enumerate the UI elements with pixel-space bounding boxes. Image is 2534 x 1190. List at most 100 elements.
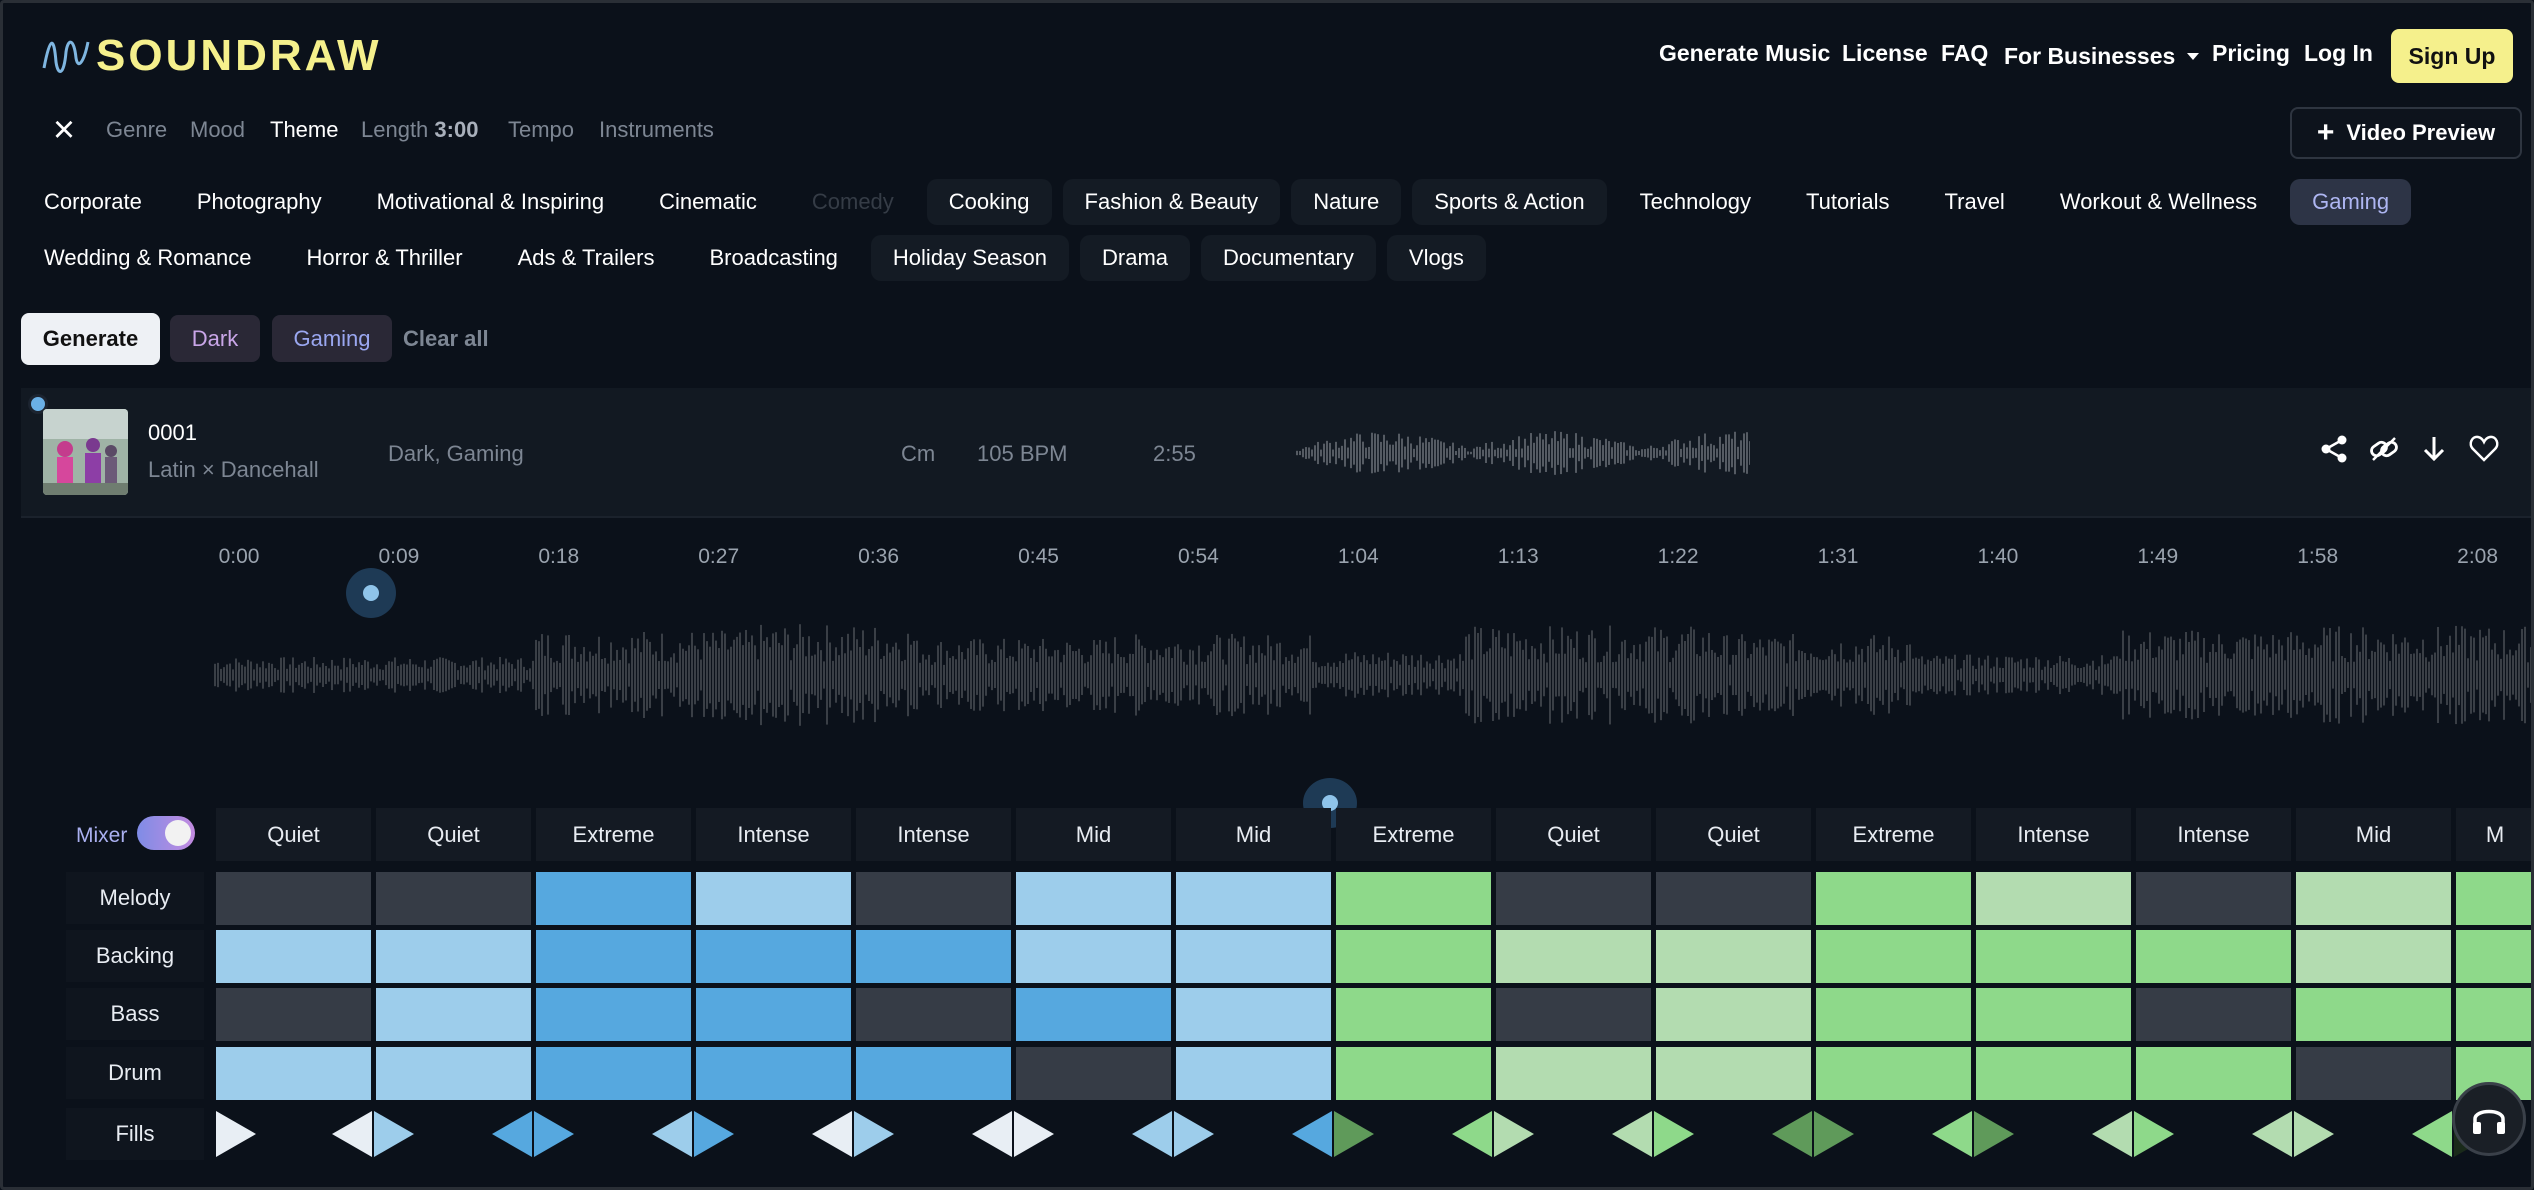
link-off-icon[interactable] <box>2368 433 2400 465</box>
mixer-cell-bass[interactable] <box>2456 988 2534 1041</box>
mixer-cell-backing[interactable] <box>536 930 691 983</box>
theme-chip-tutorials[interactable]: Tutorials <box>1805 189 1890 214</box>
mixer-toggle[interactable] <box>137 816 195 850</box>
mixer-cell-melody[interactable] <box>536 872 691 925</box>
video-preview-button[interactable]: + Video Preview <box>2290 107 2522 159</box>
nav-for-businesses[interactable]: For Businesses <box>2004 40 2201 72</box>
mixer-cell-melody[interactable] <box>2456 872 2534 925</box>
mixer-section-label[interactable]: Quiet <box>376 808 531 861</box>
fill-marker-left[interactable] <box>1452 1111 1492 1157</box>
sign-up-button[interactable]: Sign Up <box>2391 29 2513 83</box>
mixer-section-label[interactable]: Extreme <box>536 808 691 861</box>
mixer-section-label[interactable]: M <box>2456 808 2534 861</box>
theme-chip-fashion-beauty[interactable]: Fashion & Beauty <box>1062 179 1281 225</box>
fill-marker-left[interactable] <box>2252 1111 2292 1157</box>
fill-marker-left[interactable] <box>1132 1111 1172 1157</box>
heart-icon[interactable] <box>2468 433 2500 465</box>
mixer-cell-melody[interactable] <box>1976 872 2131 925</box>
theme-chip-technology[interactable]: Technology <box>1639 189 1751 214</box>
mixer-cell-melody[interactable] <box>856 872 1011 925</box>
mixer-cell-melody[interactable] <box>1496 872 1651 925</box>
mixer-section-label[interactable]: Mid <box>1176 808 1331 861</box>
mixer-cell-backing[interactable] <box>1336 930 1491 983</box>
tab-length[interactable]: Length 3:00 <box>361 117 478 143</box>
mixer-cell-backing[interactable] <box>1976 930 2131 983</box>
mixer-cell-backing[interactable] <box>1656 930 1811 983</box>
tab-mood[interactable]: Mood <box>190 117 246 142</box>
mixer-cell-melody[interactable] <box>376 872 531 925</box>
theme-chip-vlogs[interactable]: Vlogs <box>1386 235 1486 281</box>
nav-generate-music[interactable]: Generate Music <box>1659 40 1831 66</box>
mixer-cell-bass[interactable] <box>1336 988 1491 1041</box>
mixer-section-label[interactable]: Intense <box>2136 808 2291 861</box>
mixer-cell-bass[interactable] <box>1656 988 1811 1041</box>
nav-log-in[interactable]: Log In <box>2304 40 2373 66</box>
mixer-cell-drum[interactable] <box>2296 1047 2451 1100</box>
mixer-cell-drum[interactable] <box>1816 1047 1971 1100</box>
fill-marker-right[interactable] <box>1974 1111 2014 1157</box>
mixer-cell-bass[interactable] <box>2136 988 2291 1041</box>
nav-faq[interactable]: FAQ <box>1941 40 1989 66</box>
fill-marker-right[interactable] <box>216 1111 256 1157</box>
fill-marker-right[interactable] <box>2294 1111 2334 1157</box>
playhead-handle[interactable] <box>346 568 396 618</box>
mixer-cell-drum[interactable] <box>856 1047 1011 1100</box>
fill-marker-left[interactable] <box>812 1111 852 1157</box>
mixer-cell-bass[interactable] <box>856 988 1011 1041</box>
mixer-cell-drum[interactable] <box>696 1047 851 1100</box>
mixer-cell-backing[interactable] <box>696 930 851 983</box>
close-icon[interactable]: × <box>52 109 76 151</box>
theme-chip-workout-wellness[interactable]: Workout & Wellness <box>2059 189 2258 214</box>
mixer-cell-bass[interactable] <box>1816 988 1971 1041</box>
mixer-cell-backing[interactable] <box>2296 930 2451 983</box>
theme-chip-wedding-romance[interactable]: Wedding & Romance <box>44 245 252 270</box>
mixer-cell-bass[interactable] <box>376 988 531 1041</box>
mixer-cell-bass[interactable] <box>1176 988 1331 1041</box>
fill-marker-left[interactable] <box>332 1111 372 1157</box>
theme-chip-gaming[interactable]: Gaming <box>2290 179 2412 225</box>
mixer-cell-drum[interactable] <box>1336 1047 1491 1100</box>
download-icon[interactable] <box>2418 433 2450 465</box>
mixer-cell-drum[interactable] <box>1656 1047 1811 1100</box>
mixer-cell-drum[interactable] <box>376 1047 531 1100</box>
mixer-section-label[interactable]: Extreme <box>1336 808 1491 861</box>
mixer-section-label[interactable]: Mid <box>1016 808 1171 861</box>
mixer-section-label[interactable]: Quiet <box>1496 808 1651 861</box>
support-button[interactable] <box>2452 1082 2526 1156</box>
selected-tag-gaming[interactable]: Gaming <box>272 315 392 362</box>
fill-marker-left[interactable] <box>652 1111 692 1157</box>
mixer-cell-drum[interactable] <box>1176 1047 1331 1100</box>
fill-marker-left[interactable] <box>1292 1111 1332 1157</box>
mixer-cell-melody[interactable] <box>1016 872 1171 925</box>
mixer-cell-bass[interactable] <box>1976 988 2131 1041</box>
mixer-cell-backing[interactable] <box>2136 930 2291 983</box>
mixer-cell-backing[interactable] <box>2456 930 2534 983</box>
mixer-cell-melody[interactable] <box>1816 872 1971 925</box>
theme-chip-sports-action[interactable]: Sports & Action <box>1412 179 1607 225</box>
track-row[interactable] <box>21 388 2534 518</box>
theme-chip-corporate[interactable]: Corporate <box>44 189 142 214</box>
mixer-cell-melody[interactable] <box>216 872 371 925</box>
tab-genre[interactable]: Genre <box>106 117 168 142</box>
theme-chip-motivational-inspiring[interactable]: Motivational & Inspiring <box>376 189 605 214</box>
theme-chip-documentary[interactable]: Documentary <box>1201 235 1376 281</box>
theme-chip-ads-trailers[interactable]: Ads & Trailers <box>517 245 655 270</box>
mixer-cell-backing[interactable] <box>216 930 371 983</box>
mixer-section-label[interactable]: Intense <box>1976 808 2131 861</box>
mixer-cell-melody[interactable] <box>696 872 851 925</box>
main-waveform[interactable] <box>214 590 2534 760</box>
mixer-cell-melody[interactable] <box>1336 872 1491 925</box>
mixer-cell-melody[interactable] <box>2136 872 2291 925</box>
theme-chip-broadcasting[interactable]: Broadcasting <box>709 245 838 270</box>
fill-marker-right[interactable] <box>1334 1111 1374 1157</box>
fill-marker-right[interactable] <box>1814 1111 1854 1157</box>
mixer-cell-drum[interactable] <box>536 1047 691 1100</box>
fill-marker-right[interactable] <box>1654 1111 1694 1157</box>
mixer-cell-bass[interactable] <box>1016 988 1171 1041</box>
mixer-fills-track[interactable] <box>214 1106 2534 1162</box>
fill-marker-right[interactable] <box>2134 1111 2174 1157</box>
mixer-cell-drum[interactable] <box>2136 1047 2291 1100</box>
mixer-cell-backing[interactable] <box>1816 930 1971 983</box>
mixer-cell-bass[interactable] <box>696 988 851 1041</box>
mixer-cell-backing[interactable] <box>856 930 1011 983</box>
